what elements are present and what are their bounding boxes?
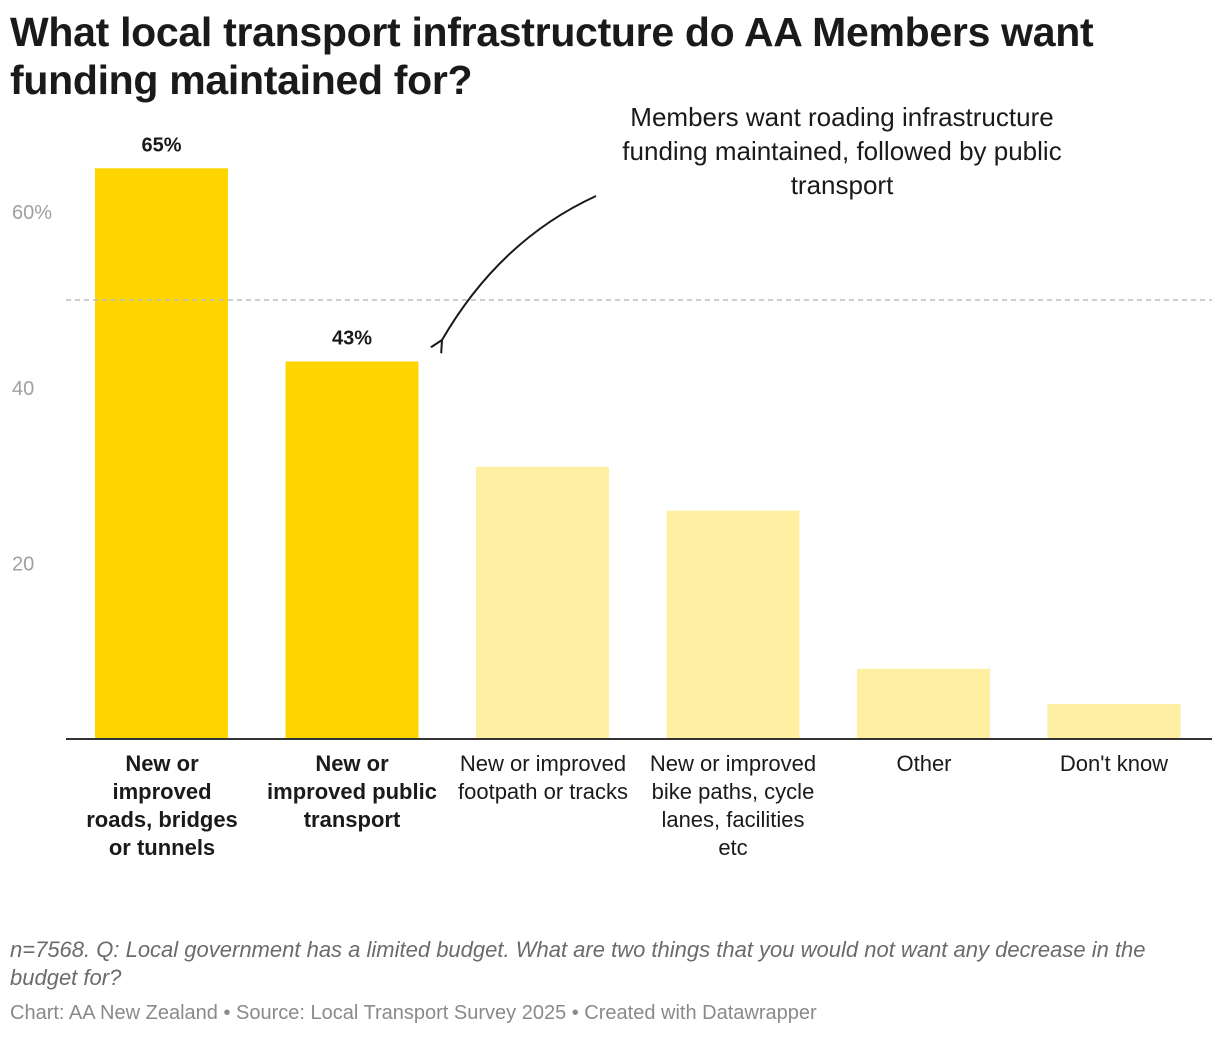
annotation-arrow [442,195,597,340]
y-tick-label: 60% [12,202,52,224]
category-label-roads: New or improved roads, bridges or tunnel… [86,751,238,860]
chart-title: What local transport infrastructure do A… [10,9,1094,103]
category-label-footpath: New or improved footpath or tracks [458,751,628,804]
category-label-public-transport: New or improved public transport [267,751,437,832]
bar-value-label: 65% [141,134,181,156]
annotation-line-1: Members want roading infrastructure [630,102,1053,132]
chart-notes: n=7568. Q: Local government has a limite… [10,937,1146,990]
bar [1047,703,1181,739]
category-label-dont-know: Don't know [1059,751,1169,776]
bar [95,168,228,740]
bar [476,466,609,739]
annotation-line-2: funding maintained, followed by public [622,136,1061,166]
bar [666,510,800,739]
y-tick-label: 20 [12,553,34,575]
bar [857,668,990,739]
y-tick-label: 40 [12,378,34,400]
bar-value-label: 43% [332,327,372,349]
bar [285,361,419,739]
category-label-other: Other [896,751,952,776]
annotation-line-3: transport [791,170,894,200]
category-label-bike-paths: New or improved bike paths, cycle lanes,… [649,751,817,860]
chart-credits: Chart: AA New Zealand • Source: Local Tr… [10,1002,817,1024]
